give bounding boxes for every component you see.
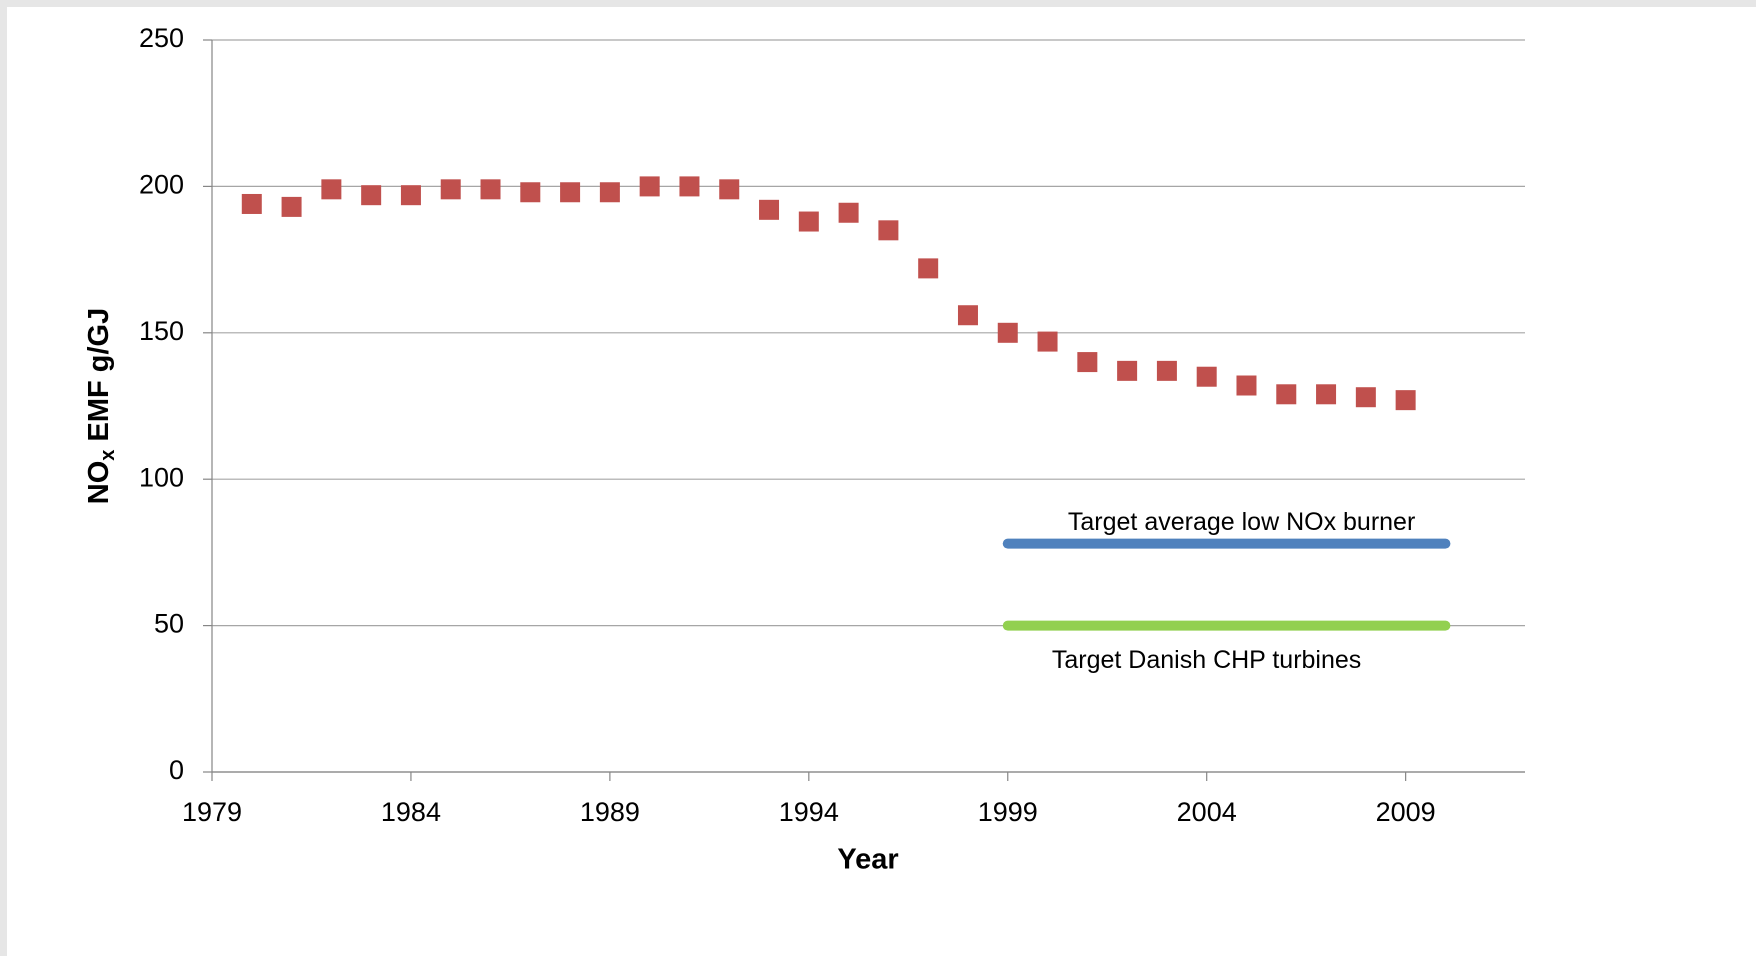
x-tick-label: 2004 (1177, 797, 1237, 827)
x-tick-label: 2009 (1376, 797, 1436, 827)
scatter-point (719, 179, 740, 200)
scatter-point (281, 196, 302, 217)
y-tick-label: 100 (139, 462, 184, 492)
x-tick-label: 1989 (580, 797, 640, 827)
y-tick-label: 0 (169, 755, 184, 785)
target-label: Target Danish CHP turbines (1052, 646, 1361, 674)
y-tick-label: 50 (154, 609, 184, 639)
scatter-point (1395, 390, 1416, 411)
y-axis-title-part: EMF g/GJ (83, 308, 115, 450)
x-tick-label: 1979 (182, 797, 242, 827)
scatter-point (1156, 360, 1177, 381)
scatter-point (560, 182, 581, 203)
x-tick-label: 1984 (381, 797, 441, 827)
y-tick-label: 250 (139, 23, 184, 53)
x-tick-label: 1999 (978, 797, 1038, 827)
y-axis-title: NOx EMF g/GJ (83, 308, 120, 504)
scatter-point (997, 322, 1018, 343)
scatter-point (1196, 366, 1217, 387)
scatter-point (1236, 375, 1257, 396)
scatter-point (1037, 331, 1058, 352)
chart-card (7, 7, 1756, 956)
scatter-point (1316, 384, 1337, 405)
scatter-point (1276, 384, 1297, 405)
scatter-point (400, 185, 421, 206)
scatter-point (480, 179, 501, 200)
scatter-point (361, 185, 382, 206)
scatter-point (1117, 360, 1138, 381)
scatter-point (321, 179, 342, 200)
y-axis-title-part: NO (83, 461, 115, 505)
scatter-point (599, 182, 620, 203)
x-axis-title: Year (837, 844, 898, 876)
y-tick-label: 150 (139, 316, 184, 346)
y-axis-title-subscript: x (97, 450, 119, 461)
scatter-point (1355, 387, 1376, 408)
scatter-point (878, 220, 899, 241)
scatter-point (520, 182, 541, 203)
scatter-point (440, 179, 461, 200)
scatter-point (639, 176, 660, 197)
scatter-point (759, 199, 780, 220)
scatter-point (918, 258, 939, 279)
scatter-point (798, 211, 819, 232)
scatter-point (1077, 352, 1098, 373)
y-tick-label: 200 (139, 170, 184, 200)
scatter-point (957, 305, 978, 326)
target-label: Target average low NOx burner (1068, 508, 1415, 536)
scatter-point (679, 176, 700, 197)
scatter-point (241, 193, 262, 214)
scatter-point (838, 202, 859, 223)
x-tick-label: 1994 (779, 797, 839, 827)
